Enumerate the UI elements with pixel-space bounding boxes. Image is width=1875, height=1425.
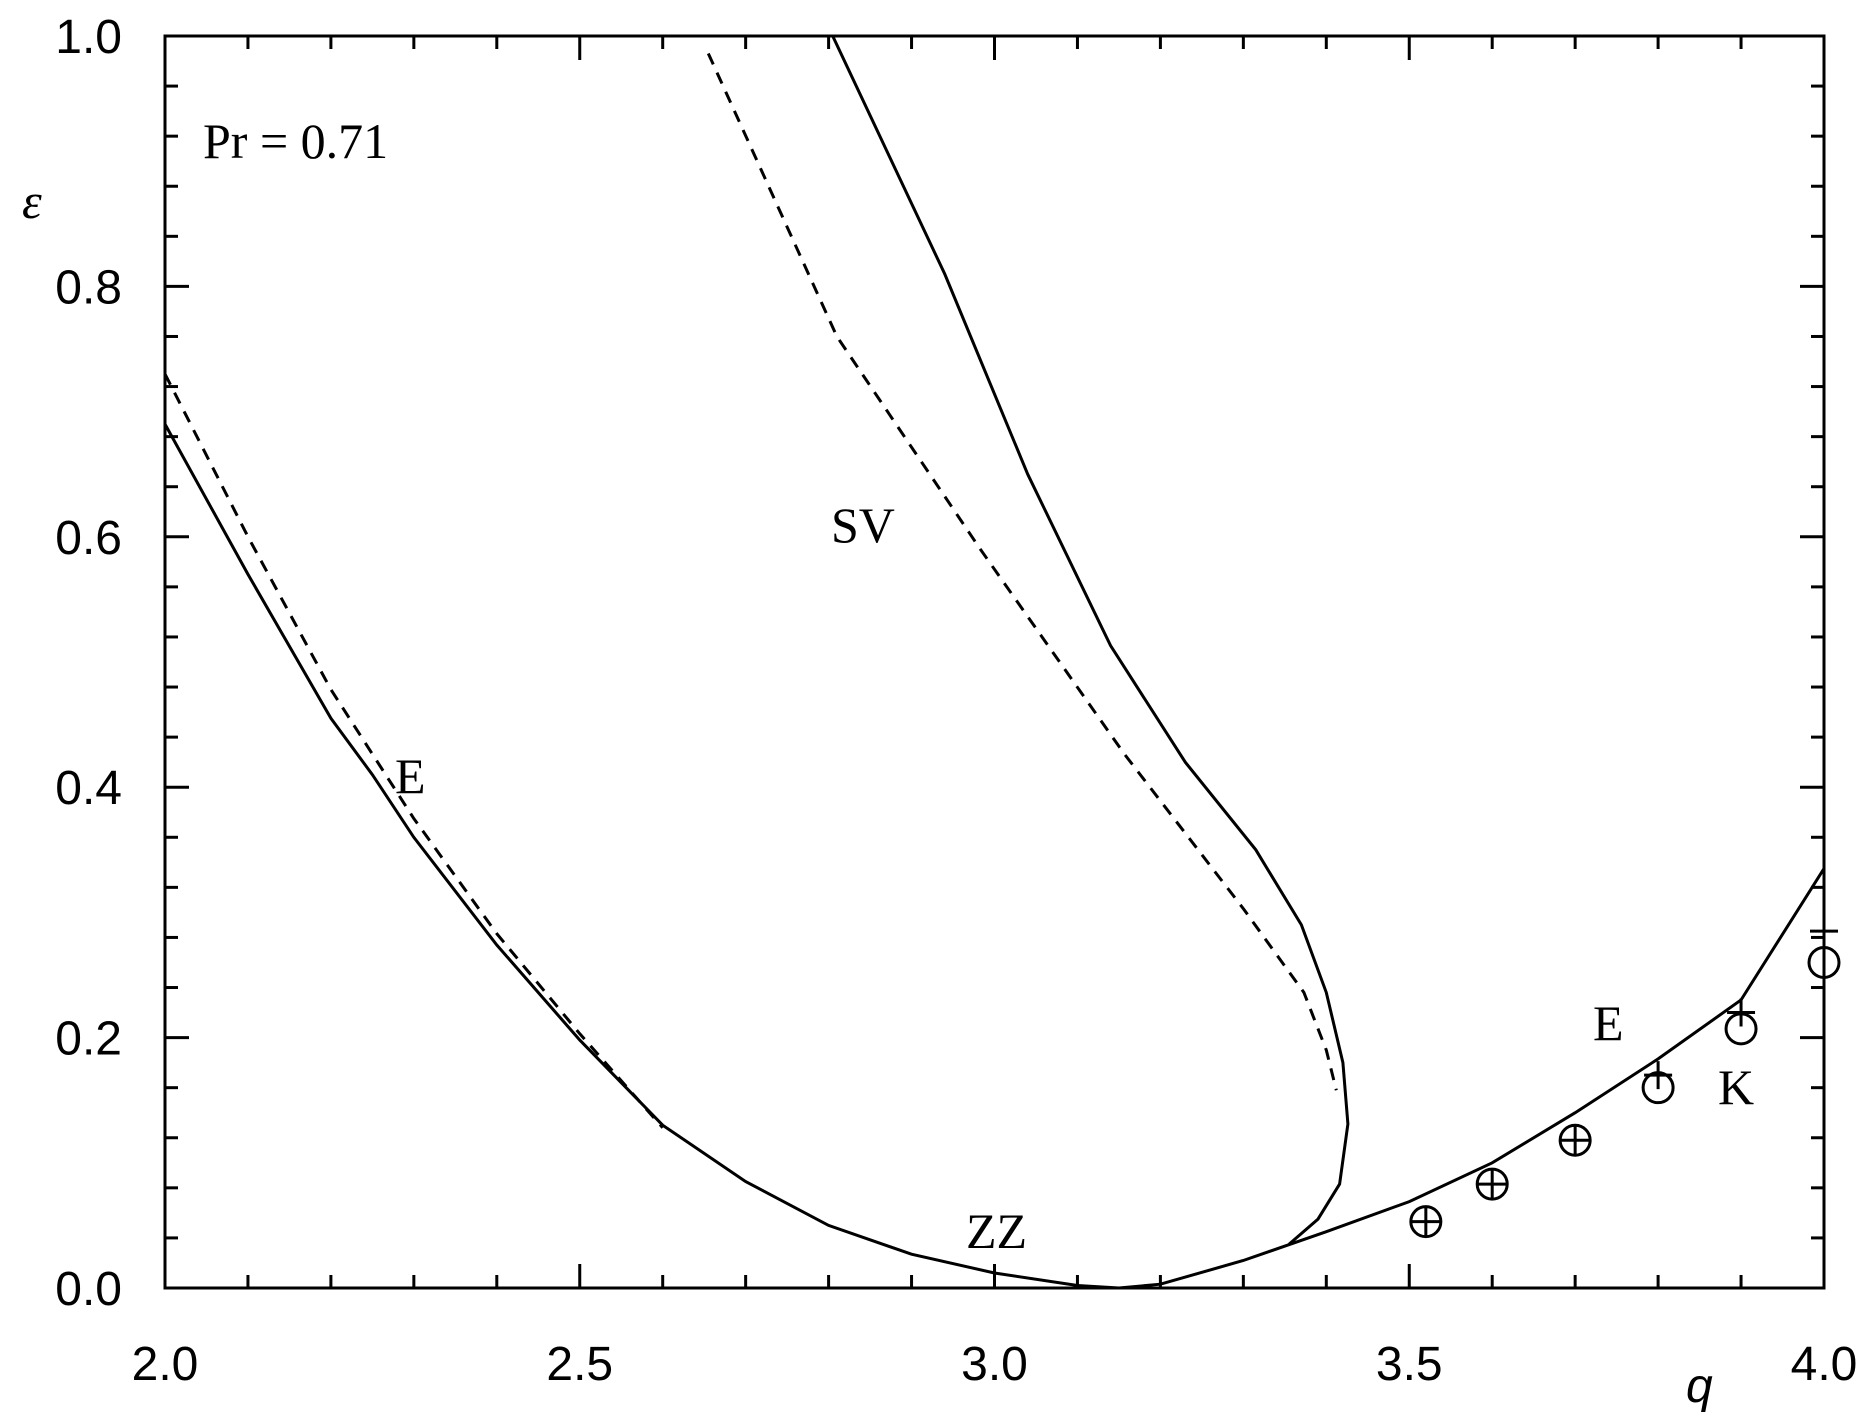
annotation: Pr = 0.71 [203, 113, 388, 169]
curve [706, 52, 1338, 1091]
data-cross [1727, 998, 1756, 1027]
x-tick-label: 3.5 [1376, 1338, 1443, 1391]
data-point [1475, 1167, 1509, 1201]
data-cross [1644, 1061, 1673, 1090]
annotation: ZZ [966, 1203, 1027, 1259]
y-tick-label: 0.4 [55, 762, 122, 815]
annotation: K [1718, 1059, 1754, 1115]
x-tick-label: 2.0 [132, 1338, 199, 1391]
data-cross [1810, 917, 1838, 946]
annotation: SV [831, 497, 895, 553]
data-point [1558, 1123, 1592, 1157]
plot-frame [163, 34, 1826, 1290]
curve [163, 423, 1826, 1290]
x-tick-label: 3.0 [961, 1338, 1028, 1391]
data-cross [1478, 1170, 1507, 1199]
y-tick-label: 0.0 [55, 1263, 122, 1316]
x-axis-label: q [1686, 1360, 1713, 1413]
data-cross [1411, 1207, 1440, 1236]
y-tick-label: 1.0 [55, 11, 122, 64]
annotation: E [395, 748, 426, 804]
data-point [1807, 945, 1841, 979]
x-tick-label: 4.0 [1791, 1338, 1858, 1391]
annotation: E [1593, 995, 1624, 1051]
y-tick-label: 0.6 [55, 512, 122, 565]
y-tick-label: 0.2 [55, 1013, 122, 1066]
data-point [1409, 1205, 1443, 1239]
curve [831, 35, 1350, 1246]
x-tick-label: 2.5 [546, 1338, 613, 1391]
data-cross [1561, 1126, 1590, 1155]
y-axis-label: ε [22, 173, 42, 229]
curve [163, 373, 664, 1129]
y-tick-label: 0.8 [55, 261, 122, 314]
